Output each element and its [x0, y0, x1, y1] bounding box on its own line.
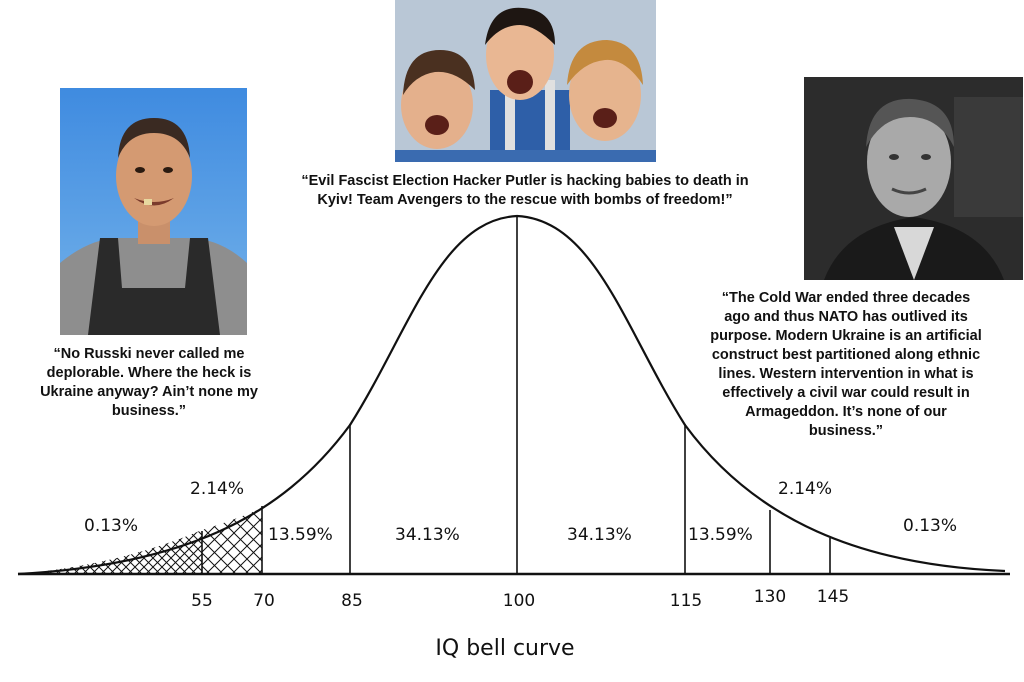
right-quote-line: business.”	[808, 423, 884, 439]
left-photo	[60, 88, 247, 335]
center-photo	[395, 0, 656, 162]
tick-115: 115	[670, 591, 702, 611]
right-photo	[804, 77, 1023, 280]
pct-far-left: 0.13%	[84, 516, 138, 536]
pct-right-34: 34.13%	[567, 525, 632, 545]
right-quote-line: effectively a civil war could result in	[722, 385, 970, 401]
right-quote-line: lines. Western intervention in what is	[718, 366, 974, 382]
center-quote: “Evil Fascist Election Hacker Putler is …	[240, 172, 810, 210]
pct-left-13: 13.59%	[268, 525, 333, 545]
pct-right-13: 13.59%	[688, 525, 753, 545]
center-quote-line: Kyiv! Team Avengers to the rescue with b…	[317, 192, 733, 208]
left-quote-line: Ukraine anyway? Ain’t none my	[40, 384, 258, 400]
right-quote: “The Cold War ended three decades ago an…	[676, 289, 1016, 441]
tick-100: 100	[503, 591, 535, 611]
photo-black-white-portrait	[804, 77, 1023, 280]
tick-55: 55	[191, 591, 213, 611]
pct-right-2: 2.14%	[778, 479, 832, 499]
tick-145: 145	[817, 587, 849, 607]
pct-far-right: 0.13%	[903, 516, 957, 536]
left-quote-line: “No Russki never called me	[53, 346, 245, 362]
right-quote-line: construct best partitioned along ethnic	[711, 347, 981, 363]
tick-130: 130	[754, 587, 786, 607]
right-quote-line: “The Cold War ended three decades	[721, 290, 971, 306]
hatch-region-far-left	[18, 530, 202, 574]
photo-three-excited-men	[395, 0, 656, 162]
right-quote-line: ago and thus NATO has outlived its	[724, 309, 968, 325]
diagram-caption: IQ bell curve	[435, 636, 574, 661]
hatch-region-left	[202, 508, 262, 574]
right-quote-line: Armageddon. It’s none of our	[745, 404, 947, 420]
left-quote-line: business.”	[111, 403, 187, 419]
bell-curve	[17, 214, 1006, 576]
right-quote-line: purpose. Modern Ukraine is an artificial	[710, 328, 982, 344]
pct-left-34: 34.13%	[395, 525, 460, 545]
photo-smiling-man-overalls	[60, 88, 247, 335]
pct-left-2: 2.14%	[190, 479, 244, 499]
left-quote: “No Russki never called me deplorable. W…	[4, 345, 294, 421]
tick-85: 85	[341, 591, 363, 611]
center-quote-line: “Evil Fascist Election Hacker Putler is …	[301, 173, 749, 189]
left-quote-line: deplorable. Where the heck is	[46, 365, 252, 381]
tick-70: 70	[253, 591, 275, 611]
